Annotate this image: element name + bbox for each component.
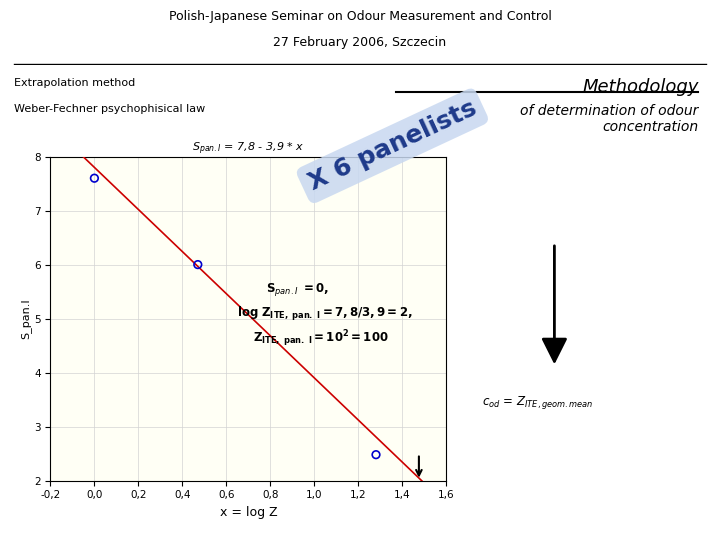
Text: $\mathbf{Z}$$_{\mathbf{ITE,\ pan.\ I}}$$\mathbf{= 10}$$^{\mathbf{2}}$$\mathbf{= : $\mathbf{Z}$$_{\mathbf{ITE,\ pan.\ I}}$$…: [253, 328, 389, 349]
Text: Extrapolation method: Extrapolation method: [14, 78, 135, 88]
Point: [370, 450, 382, 459]
Text: of determination of odour
concentration: of determination of odour concentration: [520, 104, 698, 134]
Text: Weber-Fechner psychophisical law: Weber-Fechner psychophisical law: [14, 104, 206, 114]
Point: [192, 260, 204, 269]
X-axis label: x = log Z: x = log Z: [220, 506, 277, 519]
Y-axis label: S_pan.I: S_pan.I: [20, 298, 31, 339]
Text: $\mathbf{log\ Z}$$_{\mathbf{ITE,\ pan.\ I}}$$\mathbf{= 7,8/3,9 = 2,}$: $\mathbf{log\ Z}$$_{\mathbf{ITE,\ pan.\ …: [238, 305, 413, 323]
Text: X 6 panelists: X 6 panelists: [305, 96, 480, 195]
Title: $S_{pan.I}$ = 7,8 - 3,9 * x: $S_{pan.I}$ = 7,8 - 3,9 * x: [192, 140, 305, 157]
Text: $c_{od}$ = $Z_{ITE, geom. mean}$: $c_{od}$ = $Z_{ITE, geom. mean}$: [482, 394, 594, 411]
Text: 27 February 2006, Szczecin: 27 February 2006, Szczecin: [274, 36, 446, 49]
Text: Methodology: Methodology: [582, 78, 698, 96]
Text: Polish-Japanese Seminar on Odour Measurement and Control: Polish-Japanese Seminar on Odour Measure…: [168, 10, 552, 23]
Point: [89, 174, 100, 183]
Text: $\mathbf{S}_{pan. I}$ $\mathbf{= 0,}$: $\mathbf{S}_{pan. I}$ $\mathbf{= 0,}$: [266, 281, 329, 298]
FancyArrowPatch shape: [544, 246, 565, 361]
